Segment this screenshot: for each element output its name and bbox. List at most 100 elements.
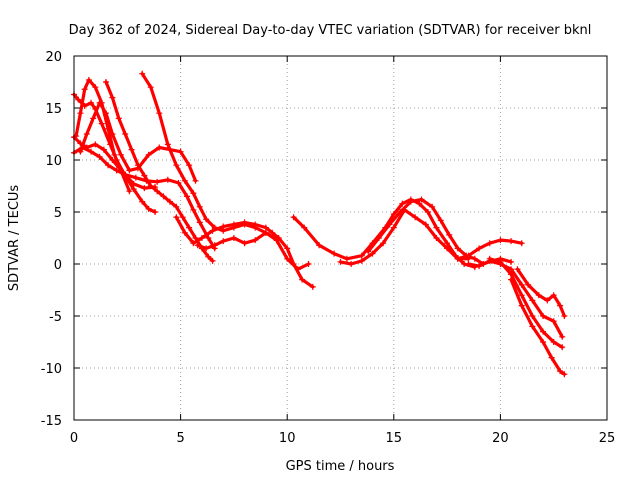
data-point (433, 235, 440, 241)
data-point (175, 179, 182, 186)
data-point (173, 214, 180, 221)
x-axis-label: GPS time / hours (286, 459, 395, 474)
data-point (407, 198, 414, 205)
series-sat-g (140, 72, 276, 240)
data-point (211, 242, 218, 249)
data-point (508, 271, 515, 278)
data-point (75, 96, 82, 103)
data-point (132, 174, 139, 181)
data-point (115, 115, 122, 122)
data-point (122, 131, 129, 137)
data-point (380, 240, 387, 247)
data-point (209, 227, 216, 234)
x-tick-label: 5 (176, 431, 184, 446)
data-point (96, 153, 103, 160)
data-point (220, 223, 227, 230)
data-point (92, 141, 99, 148)
data-point (416, 200, 423, 207)
data-point (446, 231, 453, 238)
data-point (284, 255, 291, 262)
data-point (486, 240, 493, 247)
data-point (444, 245, 451, 252)
data-point (196, 203, 203, 210)
data-point (160, 193, 167, 200)
data-point (230, 235, 237, 241)
data-point (77, 110, 84, 117)
y-tick-label: -15 (41, 414, 62, 429)
data-point (465, 252, 472, 259)
data-point (220, 238, 227, 245)
data-point (194, 242, 201, 249)
data-point (203, 245, 210, 252)
y-tick-label: 5 (54, 206, 62, 221)
data-point (497, 258, 504, 265)
data-point (152, 209, 159, 215)
data-point (134, 162, 141, 169)
data-point (252, 237, 259, 244)
y-tick-label: 15 (45, 102, 62, 117)
data-point (130, 186, 137, 193)
data-point (471, 255, 478, 262)
series-sat-o (488, 257, 564, 349)
data-point (186, 224, 193, 231)
data-point (433, 224, 440, 231)
data-point (139, 198, 146, 205)
data-point (186, 162, 193, 169)
data-point (252, 221, 259, 228)
data-point (437, 217, 444, 224)
data-point (529, 323, 536, 330)
data-point (331, 250, 338, 257)
data-point (540, 328, 547, 335)
data-point (422, 221, 429, 228)
data-point (81, 86, 88, 93)
data-point (90, 115, 97, 122)
axis-ticks: 0 5 10 15 20 25 -15 -10 -5 0 5 10 15 20 (41, 50, 616, 446)
data-point (147, 84, 154, 91)
data-point (179, 214, 186, 221)
y-tick-label: 0 (54, 258, 62, 273)
data-point (190, 206, 197, 213)
data-point (98, 99, 105, 106)
data-point (262, 224, 269, 231)
data-point (386, 221, 393, 228)
data-point (111, 151, 118, 158)
data-point (529, 297, 536, 304)
data-point (561, 371, 568, 378)
data-point (241, 240, 248, 247)
data-point (284, 245, 291, 252)
data-point (77, 148, 84, 155)
data-point (508, 276, 515, 283)
data-point (412, 214, 419, 221)
x-tick-label: 25 (599, 431, 616, 446)
data-series (71, 70, 568, 378)
data-point (557, 302, 564, 309)
data-point (476, 263, 483, 270)
data-point (88, 148, 95, 155)
data-point (88, 99, 95, 106)
data-point (497, 237, 504, 244)
data-point (145, 151, 152, 158)
data-point (166, 198, 173, 205)
data-point (181, 177, 188, 184)
data-point (83, 131, 90, 137)
data-point (369, 250, 376, 257)
data-point (518, 302, 525, 309)
series-sat-j (292, 197, 477, 269)
data-point (273, 237, 280, 244)
data-point (343, 255, 350, 262)
data-point (109, 94, 116, 101)
data-point (397, 209, 404, 215)
data-point (105, 125, 112, 132)
data-point (192, 177, 199, 184)
data-point (85, 76, 92, 83)
data-point (525, 281, 532, 288)
data-point (399, 200, 406, 207)
data-point (508, 258, 515, 265)
data-point (294, 266, 301, 273)
data-point (92, 84, 99, 91)
data-point (548, 354, 555, 361)
data-point (544, 297, 551, 304)
data-point (550, 292, 557, 299)
data-point (348, 261, 355, 267)
data-point (358, 252, 365, 259)
